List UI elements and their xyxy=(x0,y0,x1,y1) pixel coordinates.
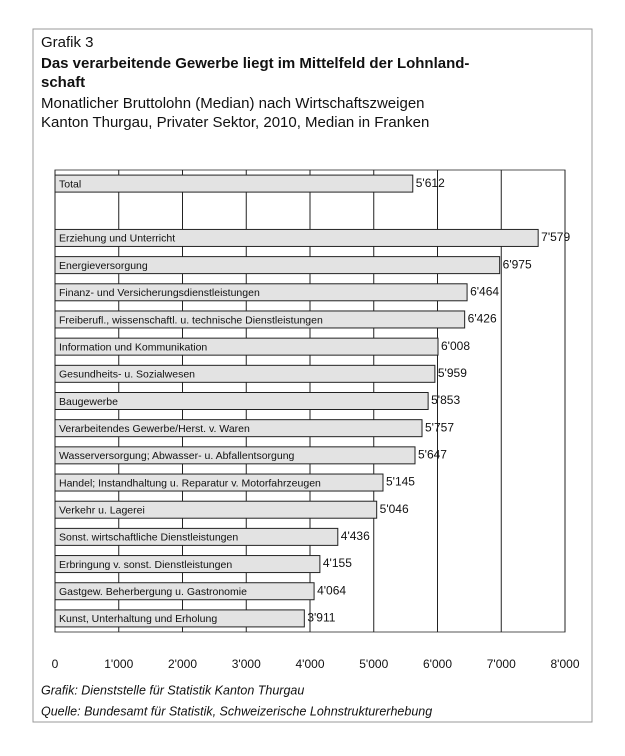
category-label: Kunst, Unterhaltung und Erholung xyxy=(59,613,217,625)
category-label: Erbringung v. sonst. Dienstleistungen xyxy=(59,559,232,571)
bar xyxy=(54,364,436,383)
bar xyxy=(54,310,466,329)
value-label: 5'612 xyxy=(416,176,445,190)
value-label: 5'757 xyxy=(425,420,454,434)
frame xyxy=(32,28,593,723)
bar xyxy=(54,283,468,302)
x-tick-label: 8'000 xyxy=(551,657,580,671)
x-tick-label: 0 xyxy=(52,657,59,671)
value-label: 5'959 xyxy=(438,366,467,380)
category-label: Verarbeitendes Gewerbe/Herst. v. Waren xyxy=(59,423,250,435)
chart-label: Grafik 3 xyxy=(41,34,94,51)
value-label: 3'911 xyxy=(307,611,335,625)
note: Grafik: Dienststelle für Statistik Kanto… xyxy=(41,683,304,697)
category-label: Verkehr u. Lagerei xyxy=(59,504,145,516)
value-label: 5'647 xyxy=(418,448,447,462)
bar xyxy=(54,419,423,438)
value-label: 5'046 xyxy=(380,502,409,516)
bar xyxy=(54,228,539,247)
value-label: 7'579 xyxy=(541,230,570,244)
value-label: 6'008 xyxy=(441,339,470,353)
bar xyxy=(54,473,384,492)
x-tick-label: 2'000 xyxy=(168,657,197,671)
category-label: Handel; Instandhaltung u. Reparatur v. M… xyxy=(59,477,321,489)
chart-title: Das verarbeitende Gewerbe liegt im Mitte… xyxy=(41,55,469,72)
x-tick-label: 4'000 xyxy=(296,657,325,671)
value-label: 5'853 xyxy=(431,393,460,407)
value-label: 4'155 xyxy=(323,556,352,570)
note: Quelle: Bundesamt für Statistik, Schweiz… xyxy=(41,704,432,718)
category-label: Finanz- und Versicherungsdienstleistunge… xyxy=(59,287,260,299)
value-label: 6'426 xyxy=(468,312,497,326)
x-tick-label: 1'000 xyxy=(104,657,133,671)
bar xyxy=(54,256,501,275)
category-label: Erziehung und Unterricht xyxy=(59,233,175,245)
bar xyxy=(54,446,416,465)
category-label: Baugewerbe xyxy=(59,396,118,408)
value-label: 4'436 xyxy=(341,529,370,543)
category-label: Gastgew. Beherbergung u. Gastronomie xyxy=(59,586,247,598)
category-label: Total xyxy=(59,178,81,190)
chart-title: schaft xyxy=(41,74,85,91)
category-label: Wasserversorgung; Abwasser- u. Abfallent… xyxy=(59,450,295,462)
bar xyxy=(54,392,429,410)
value-label: 4'064 xyxy=(317,583,346,597)
chart-subtitle: Kanton Thurgau, Privater Sektor, 2010, M… xyxy=(41,114,429,131)
category-label: Energieversorgung xyxy=(59,260,148,272)
bar xyxy=(54,500,378,519)
category-label: Freiberufl., wissenschaftl. u. technisch… xyxy=(59,314,323,326)
bar xyxy=(54,582,315,601)
category-label: Information und Kommunikation xyxy=(59,341,207,353)
category-label: Gesundheits- u. Sozialwesen xyxy=(59,369,195,381)
value-label: 6'975 xyxy=(503,257,532,271)
value-label: 5'145 xyxy=(386,475,415,489)
x-tick-label: 3'000 xyxy=(232,657,261,671)
bar xyxy=(54,555,321,574)
bar xyxy=(54,337,439,356)
chart-subtitle: Monatlicher Bruttolohn (Median) nach Wir… xyxy=(41,95,425,112)
value-label: 6'464 xyxy=(470,284,499,298)
x-tick-label: 7'000 xyxy=(487,657,516,671)
bar xyxy=(54,174,414,193)
bar xyxy=(54,527,339,546)
category-label: Sonst. wirtschaftliche Dienstleistungen xyxy=(59,532,238,544)
x-tick-label: 6'000 xyxy=(423,657,452,671)
x-tick-label: 5'000 xyxy=(359,657,388,671)
bar xyxy=(54,609,305,628)
